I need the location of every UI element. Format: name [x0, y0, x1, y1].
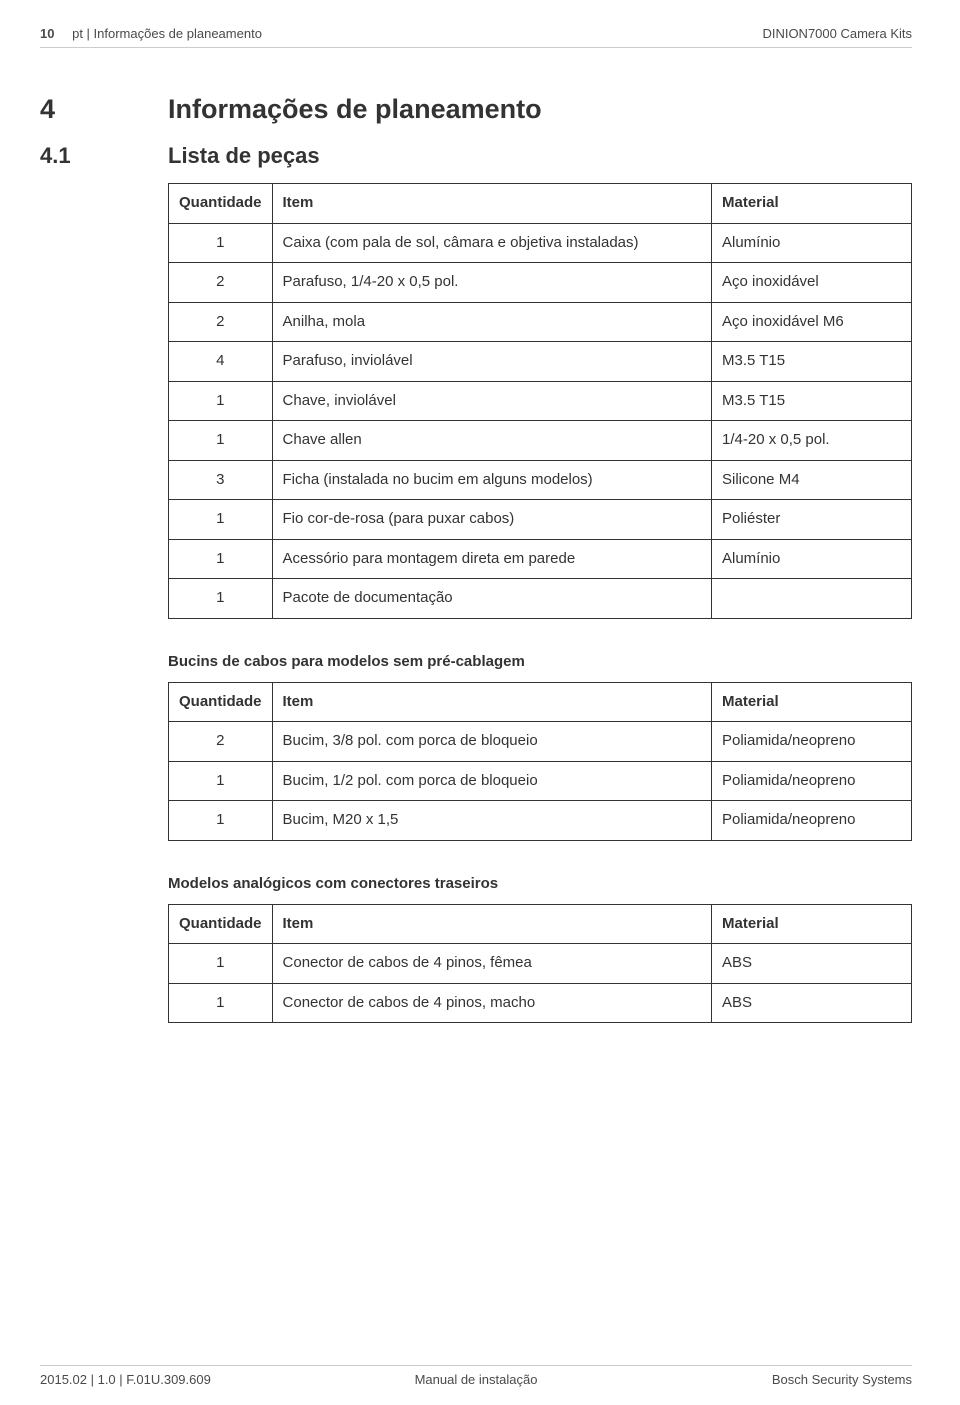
cell-item: Parafuso, 1/4-20 x 0,5 pol.	[272, 263, 711, 303]
table-header-item: Item	[272, 904, 711, 944]
cell-qty: 2	[169, 722, 273, 762]
header-left: 10 pt | Informações de planeamento	[40, 26, 262, 41]
cell-item: Conector de cabos de 4 pinos, macho	[272, 983, 711, 1023]
page-number: 10	[40, 26, 54, 41]
cell-material: ABS	[712, 983, 912, 1023]
table-row: 1Chave, inviolávelM3.5 T15	[169, 381, 912, 421]
table-header-item: Item	[272, 682, 711, 722]
table3-caption: Modelos analógicos com conectores trasei…	[168, 875, 912, 892]
table-row: 1Chave allen1/4-20 x 0,5 pol.	[169, 421, 912, 461]
table-header-qty: Quantidade	[169, 904, 273, 944]
cell-item: Acessório para montagem direta em parede	[272, 539, 711, 579]
table2-caption: Bucins de cabos para modelos sem pré-cab…	[168, 653, 912, 670]
subsection-number: 4.1	[40, 143, 168, 169]
cell-material: M3.5 T15	[712, 381, 912, 421]
content-body: Quantidade Item Material 1Caixa (com pal…	[168, 183, 912, 1023]
cell-item: Parafuso, inviolável	[272, 342, 711, 382]
cell-qty: 4	[169, 342, 273, 382]
cell-item: Fio cor-de-rosa (para puxar cabos)	[272, 500, 711, 540]
cell-item: Chave, inviolável	[272, 381, 711, 421]
cell-material: 1/4-20 x 0,5 pol.	[712, 421, 912, 461]
table-row: 2Anilha, molaAço inoxidável M6	[169, 302, 912, 342]
cell-qty: 2	[169, 263, 273, 303]
table-header-qty: Quantidade	[169, 184, 273, 224]
cell-qty: 1	[169, 761, 273, 801]
cell-item: Bucim, 1/2 pol. com porca de bloqueio	[272, 761, 711, 801]
cell-item: Ficha (instalada no bucim em alguns mode…	[272, 460, 711, 500]
table-row: 3Ficha (instalada no bucim em alguns mod…	[169, 460, 912, 500]
page-footer: 2015.02 | 1.0 | F.01U.309.609 Manual de …	[40, 1365, 912, 1387]
cell-qty: 3	[169, 460, 273, 500]
cell-item: Bucim, 3/8 pol. com porca de bloqueio	[272, 722, 711, 762]
cell-qty: 1	[169, 801, 273, 841]
cell-material: Silicone M4	[712, 460, 912, 500]
cell-qty: 2	[169, 302, 273, 342]
section-number: 4	[40, 94, 168, 125]
table-row: 2Bucim, 3/8 pol. com porca de bloqueioPo…	[169, 722, 912, 762]
table-header-material: Material	[712, 184, 912, 224]
footer-left: 2015.02 | 1.0 | F.01U.309.609	[40, 1372, 211, 1387]
cell-material: Poliamida/neopreno	[712, 722, 912, 762]
table-header-material: Material	[712, 904, 912, 944]
parts-table-analog: Quantidade Item Material 1Conector de ca…	[168, 904, 912, 1024]
cell-material: Aço inoxidável	[712, 263, 912, 303]
cell-item: Bucim, M20 x 1,5	[272, 801, 711, 841]
cell-qty: 1	[169, 421, 273, 461]
header-product: DINION7000 Camera Kits	[762, 26, 912, 41]
table-row: 1Fio cor-de-rosa (para puxar cabos)Polié…	[169, 500, 912, 540]
cell-material	[712, 579, 912, 619]
cell-material: ABS	[712, 944, 912, 984]
parts-table-main: Quantidade Item Material 1Caixa (com pal…	[168, 183, 912, 619]
cell-qty: 1	[169, 944, 273, 984]
cell-item: Caixa (com pala de sol, câmara e objetiv…	[272, 223, 711, 263]
section-title: Informações de planeamento	[168, 94, 542, 125]
table-row: 1Acessório para montagem direta em pared…	[169, 539, 912, 579]
cell-material: Alumínio	[712, 539, 912, 579]
table-row: 1Conector de cabos de 4 pinos, machoABS	[169, 983, 912, 1023]
breadcrumb: pt | Informações de planeamento	[72, 26, 262, 41]
footer-right: Bosch Security Systems	[772, 1372, 912, 1387]
parts-table-glands: Quantidade Item Material 2Bucim, 3/8 pol…	[168, 682, 912, 841]
table-row: 4Parafuso, inviolávelM3.5 T15	[169, 342, 912, 382]
table-header-item: Item	[272, 184, 711, 224]
table3-body: 1Conector de cabos de 4 pinos, fêmeaABS1…	[169, 944, 912, 1023]
table-row: 1Conector de cabos de 4 pinos, fêmeaABS	[169, 944, 912, 984]
cell-qty: 1	[169, 983, 273, 1023]
cell-qty: 1	[169, 500, 273, 540]
table-row: 2Parafuso, 1/4-20 x 0,5 pol.Aço inoxidáv…	[169, 263, 912, 303]
table1-body: 1Caixa (com pala de sol, câmara e objeti…	[169, 223, 912, 618]
cell-material: Aço inoxidável M6	[712, 302, 912, 342]
table-row: 1Pacote de documentação	[169, 579, 912, 619]
cell-material: Poliéster	[712, 500, 912, 540]
cell-qty: 1	[169, 539, 273, 579]
cell-material: Poliamida/neopreno	[712, 761, 912, 801]
cell-qty: 1	[169, 223, 273, 263]
footer-center: Manual de instalação	[415, 1372, 538, 1387]
subsection-title: Lista de peças	[168, 143, 320, 169]
cell-qty: 1	[169, 381, 273, 421]
table2-body: 2Bucim, 3/8 pol. com porca de bloqueioPo…	[169, 722, 912, 841]
cell-item: Pacote de documentação	[272, 579, 711, 619]
cell-item: Chave allen	[272, 421, 711, 461]
page-header: 10 pt | Informações de planeamento DINIO…	[40, 26, 912, 48]
table-row: 1Bucim, M20 x 1,5Poliamida/neopreno	[169, 801, 912, 841]
cell-qty: 1	[169, 579, 273, 619]
cell-material: M3.5 T15	[712, 342, 912, 382]
subsection-heading: 4.1 Lista de peças	[40, 143, 912, 169]
section-heading: 4 Informações de planeamento	[40, 94, 912, 125]
table-row: 1Caixa (com pala de sol, câmara e objeti…	[169, 223, 912, 263]
table-header-qty: Quantidade	[169, 682, 273, 722]
cell-material: Alumínio	[712, 223, 912, 263]
cell-item: Anilha, mola	[272, 302, 711, 342]
table-header-material: Material	[712, 682, 912, 722]
page-root: 10 pt | Informações de planeamento DINIO…	[0, 0, 960, 1023]
cell-material: Poliamida/neopreno	[712, 801, 912, 841]
table-row: 1Bucim, 1/2 pol. com porca de bloqueioPo…	[169, 761, 912, 801]
cell-item: Conector de cabos de 4 pinos, fêmea	[272, 944, 711, 984]
